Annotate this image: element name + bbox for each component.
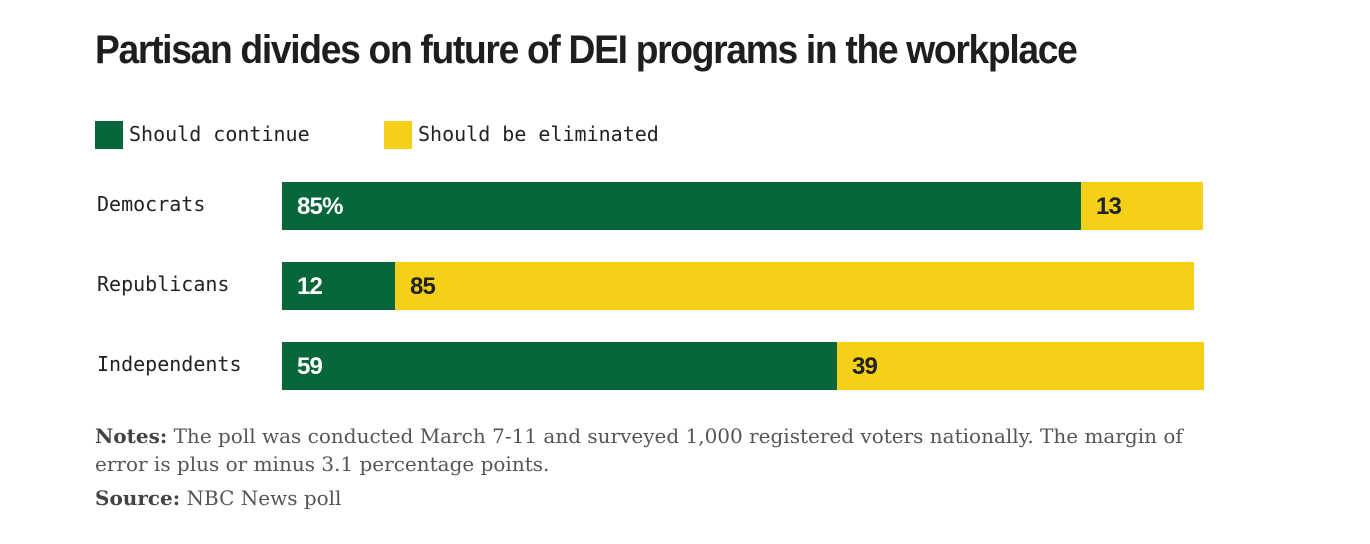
source-text: NBC News poll <box>186 486 342 510</box>
category-label-independents: Independents <box>97 352 242 376</box>
bar-independents-should-be-eliminated: 39 <box>837 342 1204 390</box>
bar-independents-should-continue: 59 <box>282 342 837 390</box>
data-label-republicans-should-be-eliminated: 85 <box>410 273 436 300</box>
data-label-independents-should-be-eliminated: 39 <box>852 353 878 380</box>
data-label-democrats-should-continue: 85% <box>297 193 343 220</box>
notes: Notes: The poll was conducted March 7-11… <box>95 422 1235 478</box>
bar-republicans-should-be-eliminated: 85 <box>395 262 1194 310</box>
notes-label: Notes: <box>95 424 168 448</box>
notes-text: The poll was conducted March 7-11 and su… <box>95 424 1183 476</box>
source-label: Source: <box>95 486 181 510</box>
bar-republicans-should-continue: 12 <box>282 262 395 310</box>
bar-democrats-should-be-eliminated: 13 <box>1081 182 1203 230</box>
legend-label-should-be-eliminated: Should be eliminated <box>418 122 659 146</box>
category-label-republicans: Republicans <box>97 272 230 296</box>
source: Source: NBC News poll <box>95 484 341 512</box>
chart-title: Partisan divides on future of DEI progra… <box>95 28 1078 72</box>
category-label-democrats: Democrats <box>97 192 206 216</box>
legend-label-should-continue: Should continue <box>129 122 310 146</box>
data-label-democrats-should-be-eliminated: 13 <box>1096 193 1122 220</box>
data-label-republicans-should-continue: 12 <box>297 273 323 300</box>
legend-swatch-should-continue <box>95 121 123 149</box>
data-label-independents-should-continue: 59 <box>297 353 323 380</box>
legend-swatch-should-be-eliminated <box>384 121 412 149</box>
bar-democrats-should-continue: 85% <box>282 182 1081 230</box>
